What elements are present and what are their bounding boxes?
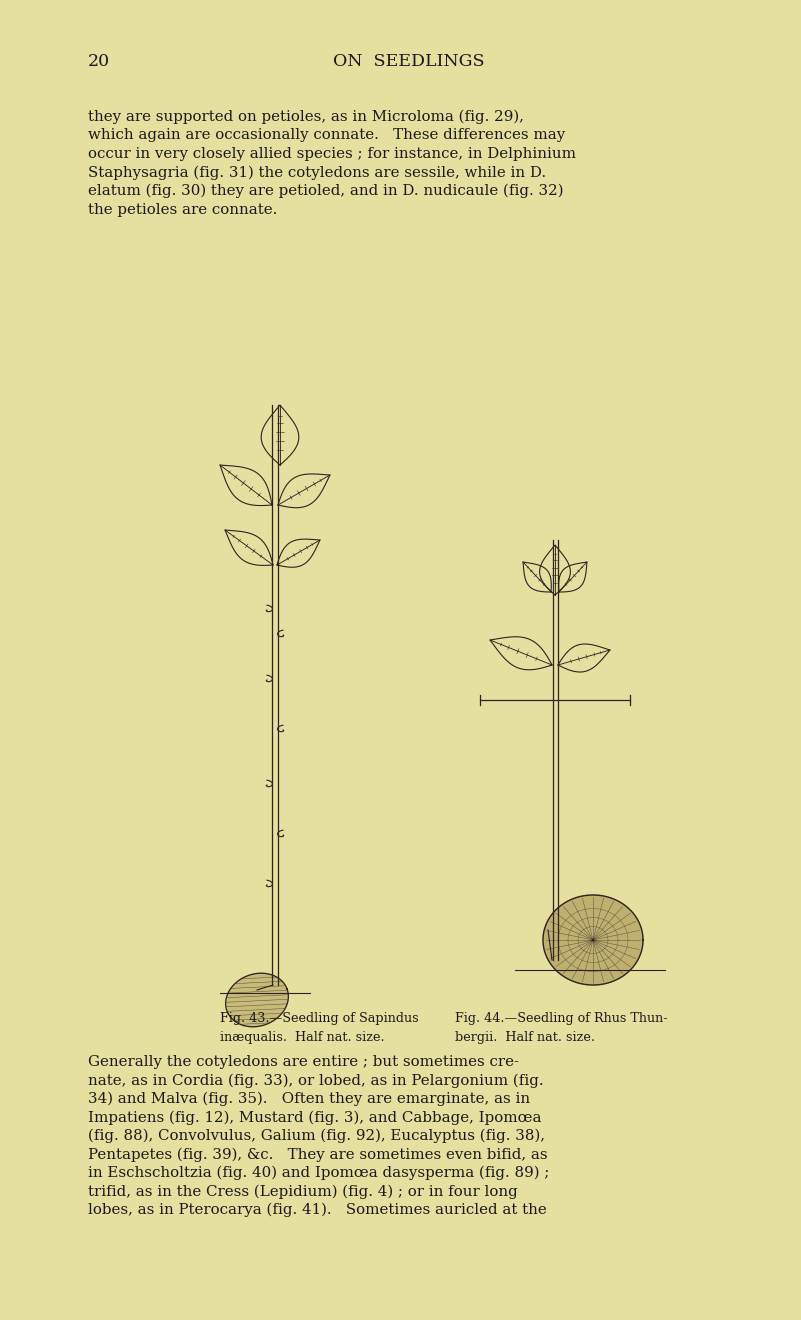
Text: bergii.  Half nat. size.: bergii. Half nat. size. [455,1031,595,1044]
Text: Fig. 44.—Seedling of Rhus Thun-: Fig. 44.—Seedling of Rhus Thun- [455,1012,667,1026]
Text: Fig. 43.—Seedling of Sapindus: Fig. 43.—Seedling of Sapindus [220,1012,419,1026]
Text: which again are occasionally connate.   These differences may: which again are occasionally connate. Th… [88,128,566,143]
Text: ON  SEEDLINGS: ON SEEDLINGS [333,53,485,70]
Text: 20: 20 [88,53,110,70]
Text: Impatiens (fig. 12), Mustard (fig. 3), and Cabbage, Ipomœa: Impatiens (fig. 12), Mustard (fig. 3), a… [88,1110,541,1125]
Text: Generally the cotyledons are entire ; but sometimes cre-: Generally the cotyledons are entire ; bu… [88,1055,519,1069]
Polygon shape [226,973,288,1027]
Text: in Eschscholtzia (fig. 40) and Ipomœa dasysperma (fig. 89) ;: in Eschscholtzia (fig. 40) and Ipomœa da… [88,1166,549,1180]
Polygon shape [543,895,643,985]
Text: they are supported on petioles, as in Microloma (fig. 29),: they are supported on petioles, as in Mi… [88,110,524,124]
Text: inæqualis.  Half nat. size.: inæqualis. Half nat. size. [220,1031,384,1044]
Text: Staphysagria (fig. 31) the cotyledons are sessile, while in D.: Staphysagria (fig. 31) the cotyledons ar… [88,165,546,180]
Text: Pentapetes (fig. 39), &c.   They are sometimes even bifid, as: Pentapetes (fig. 39), &c. They are somet… [88,1147,548,1162]
Text: elatum (fig. 30) they are petioled, and in D. nudicaule (fig. 32): elatum (fig. 30) they are petioled, and … [88,183,563,198]
Text: (fig. 88), Convolvulus, Galium (fig. 92), Eucalyptus (fig. 38),: (fig. 88), Convolvulus, Galium (fig. 92)… [88,1129,545,1143]
Text: nate, as in Cordia (fig. 33), or lobed, as in Pelargonium (fig.: nate, as in Cordia (fig. 33), or lobed, … [88,1073,544,1088]
Text: the petioles are connate.: the petioles are connate. [88,202,277,216]
Text: occur in very closely allied species ; for instance, in Delphinium: occur in very closely allied species ; f… [88,147,576,161]
Text: trifid, as in the Cress (Lepidium) (fig. 4) ; or in four long: trifid, as in the Cress (Lepidium) (fig.… [88,1184,517,1199]
Text: 34) and Malva (fig. 35).   Often they are emarginate, as in: 34) and Malva (fig. 35). Often they are … [88,1092,530,1106]
Text: lobes, as in Pterocarya (fig. 41).   Sometimes auricled at the: lobes, as in Pterocarya (fig. 41). Somet… [88,1203,547,1217]
